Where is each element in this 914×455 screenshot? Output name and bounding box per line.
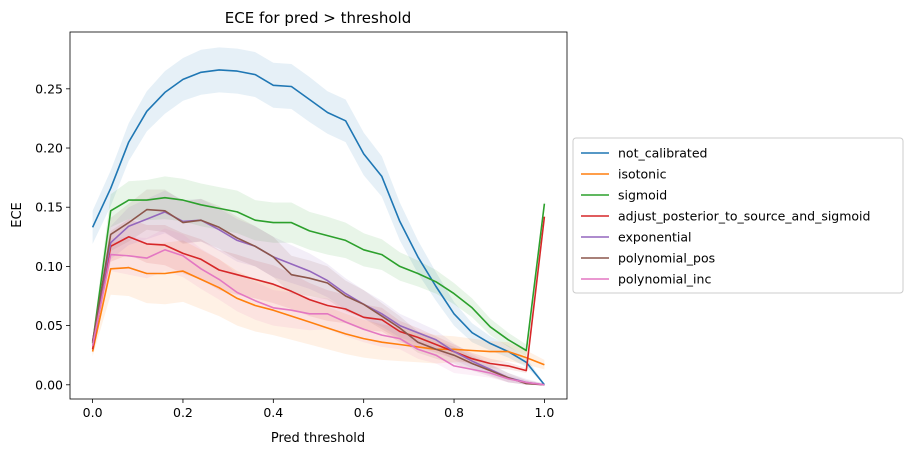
series-line-polynomial_inc	[91, 249, 545, 386]
legend-label-sigmoid: sigmoid	[618, 188, 667, 203]
y-tick-label: 0.05	[35, 318, 63, 333]
x-tick-label: 1.0	[534, 405, 554, 420]
series-line-adjust_posterior_to_source_and_sigmoid	[91, 216, 546, 372]
plot-area-frame	[69, 31, 568, 400]
x-tick-label: 0.0	[83, 405, 103, 420]
legend-label-adjust_posterior_to_source_and_sigmoid: adjust_posterior_to_source_and_sigmoid	[618, 209, 870, 224]
x-axis-label: Pred threshold	[271, 431, 365, 446]
legend-label-exponential: exponential	[618, 230, 692, 245]
x-tick-label: 0.8	[444, 405, 464, 420]
legend-frame	[572, 137, 904, 294]
legend: not_calibrated isotonic sigmoid adjust_post…	[572, 137, 904, 294]
legend-label-polynomial_inc: polynomial_inc	[618, 272, 711, 287]
series-lines	[91, 69, 546, 386]
y-tick-label: 0.15	[35, 200, 63, 215]
legend-label-not_calibrated: not_calibrated	[618, 146, 707, 161]
y-tick-label: 0.10	[35, 259, 63, 274]
y-tick-label: 0.20	[35, 141, 63, 156]
series-line-not_calibrated	[91, 69, 546, 386]
legend-label-isotonic: isotonic	[618, 167, 667, 182]
chart-title: ECE for pred > threshold	[225, 9, 411, 27]
x-tick-label: 0.2	[173, 405, 193, 420]
y-axis-ticks: 0.00 0.05 0.10 0.15 0.20 0.25	[35, 81, 70, 392]
y-tick-label: 0.00	[35, 377, 63, 392]
band-adjust_posterior_to_source_and_sigmoid	[92, 214, 545, 373]
band-polynomial_inc	[92, 228, 545, 385]
band-polynomial_pos	[92, 189, 545, 385]
x-axis-ticks: 0.0 0.2 0.4 0.6 0.8 1.0	[83, 399, 554, 420]
legend-label-polynomial_pos: polynomial_pos	[618, 251, 715, 266]
series-line-polynomial_pos	[91, 208, 545, 386]
y-tick-label: 0.25	[35, 81, 63, 96]
band-exponential	[92, 190, 545, 385]
x-tick-label: 0.4	[263, 405, 283, 420]
series-line-isotonic	[91, 266, 545, 366]
y-axis-label: ECE	[10, 202, 25, 228]
x-tick-label: 0.6	[354, 405, 374, 420]
series-line-sigmoid	[91, 196, 546, 352]
